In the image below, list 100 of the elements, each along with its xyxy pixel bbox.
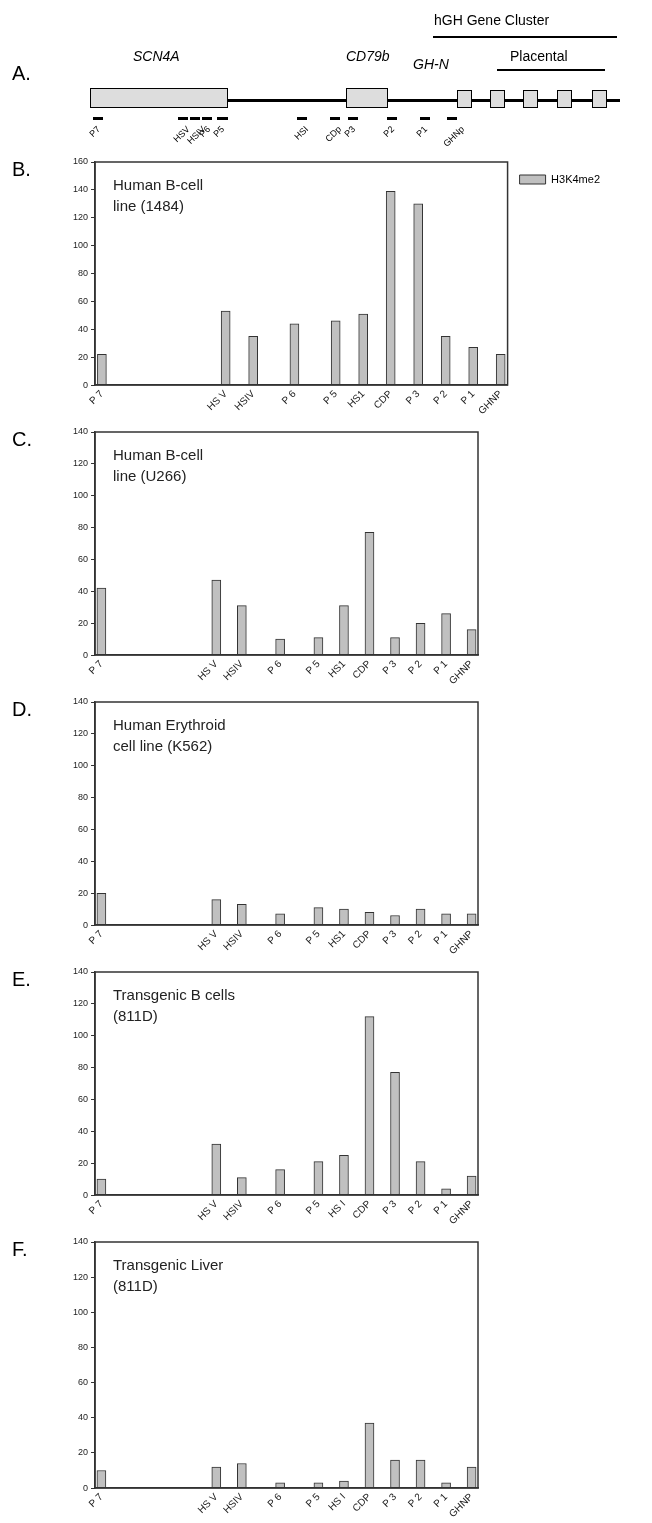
x-tick-label: HS1 [325,927,348,950]
y-tick-label: 40 [78,585,89,596]
y-tick-label: 120 [72,1271,89,1282]
y-tick-label: 0 [83,1189,89,1200]
y-tick-label: 100 [72,490,89,501]
x-tick-label: P 6 [265,657,284,677]
y-tick-label: 20 [78,887,89,898]
chart-title: B. [12,158,31,181]
x-tick-label: HS V [195,927,220,953]
chart-title: C. [12,428,32,451]
text: P1 [414,124,430,139]
chart-title: D. [12,698,32,721]
text: P7 [87,124,103,139]
y-tick-label: 160 [72,156,89,167]
y-tick-label: 100 [72,1306,89,1317]
x-tick-label: P 5 [303,927,323,947]
y-tick-label: 140 [72,966,89,977]
y-tick-label: 0 [83,379,89,390]
x-tick-label: P 6 [265,927,284,947]
y-tick-label: 100 [72,760,89,771]
annotation: Human B-cell line (1484) [113,175,204,214]
x-tick-label: P 1 [431,657,450,677]
y-tick-label: 0 [83,919,89,930]
y-tick-label: 20 [78,351,89,362]
y-tick-label: 100 [72,1030,89,1041]
x-tick-label: P 1 [431,1490,450,1510]
y-tick-label: 40 [78,1125,89,1136]
x-tick-label: HS1 [325,657,348,680]
y-tick-label: 140 [72,184,89,195]
x-tick-label: P 2 [430,387,450,407]
y-tick-label: 120 [72,212,89,223]
annotation: Transgenic B cells (811D) [113,985,236,1024]
x-tick-label: P 5 [303,1490,323,1510]
x-tick-label: P 2 [405,657,425,677]
y-tick-label: 100 [72,240,89,251]
x-tick-label: P 5 [320,387,340,407]
y-tick-label: 60 [78,295,89,306]
y-tick-label: 40 [78,1412,89,1423]
y-tick-label: 80 [78,1062,89,1073]
text: P3 [342,124,358,139]
y-tick-label: 0 [83,649,89,660]
y-tick-label: 20 [78,1157,89,1168]
annotation: Human Erythroid cell line (K562) [113,715,226,754]
chart-title: F. [12,1238,28,1261]
text: HSI [292,124,311,142]
x-tick-label: HS V [195,657,220,683]
y-tick-label: 140 [72,696,89,707]
x-tick-label: HS I [325,1197,348,1220]
y-tick-label: 60 [78,1093,89,1104]
y-tick-label: 120 [72,998,89,1009]
x-tick-label: P 5 [303,1197,323,1217]
y-tick-label: 80 [78,522,89,533]
y-tick-label: 40 [78,855,89,866]
y-tick-label: 140 [72,426,89,437]
y-tick-label: 0 [83,1482,89,1493]
text: CD79b [346,48,390,64]
x-tick-label: P 3 [380,1490,399,1510]
x-tick-label: P 7 [86,927,106,947]
y-tick-label: 120 [72,458,89,469]
x-tick-label: HS V [195,1490,220,1516]
chart-title: E. [12,968,31,991]
y-tick-label: 60 [78,1377,89,1388]
x-tick-label: P 6 [279,387,299,407]
x-tick-label: P 7 [86,1197,106,1217]
y-tick-label: 80 [78,268,89,279]
annotation: Transgenic Liver (811D) [113,1255,224,1294]
y-tick-label: 80 [78,792,89,803]
x-tick-label: P 6 [265,1490,284,1510]
x-tick-label: P 3 [380,657,399,677]
x-tick-label: P 6 [265,1197,284,1217]
y-tick-label: 60 [78,823,89,834]
y-tick-label: 120 [72,728,89,739]
text: SCN4A [133,48,180,64]
x-tick-label: P 3 [380,1197,399,1217]
x-tick-label: HS I [325,1490,348,1513]
x-tick-label: HS1 [345,387,367,410]
x-tick-label: P 1 [431,927,450,947]
x-tick-label: P 7 [86,657,106,677]
text: P2 [381,124,397,139]
x-tick-label: HS V [204,387,230,413]
y-tick-label: 80 [78,1341,89,1352]
x-tick-label: P 1 [431,1197,450,1217]
text: Placental [510,48,568,64]
text: CDp [323,124,344,144]
x-tick-label: P 3 [380,927,399,947]
x-tick-label: P 7 [86,387,106,407]
x-tick-label: HS V [195,1197,220,1223]
y-tick-label: 20 [78,617,89,628]
x-tick-label: P 2 [405,927,425,947]
text: GH-N [413,56,449,72]
x-tick-label: P 5 [303,657,323,677]
x-tick-label: P 7 [86,1490,106,1510]
y-tick-label: 40 [78,323,89,334]
x-tick-label: P 2 [405,1490,425,1510]
y-tick-label: 140 [72,1236,89,1247]
y-tick-label: 20 [78,1447,89,1458]
x-tick-label: P 3 [403,387,422,407]
text: P5 [211,124,227,139]
x-tick-label: P 1 [458,387,477,407]
text: hGH Gene Cluster [434,12,550,28]
